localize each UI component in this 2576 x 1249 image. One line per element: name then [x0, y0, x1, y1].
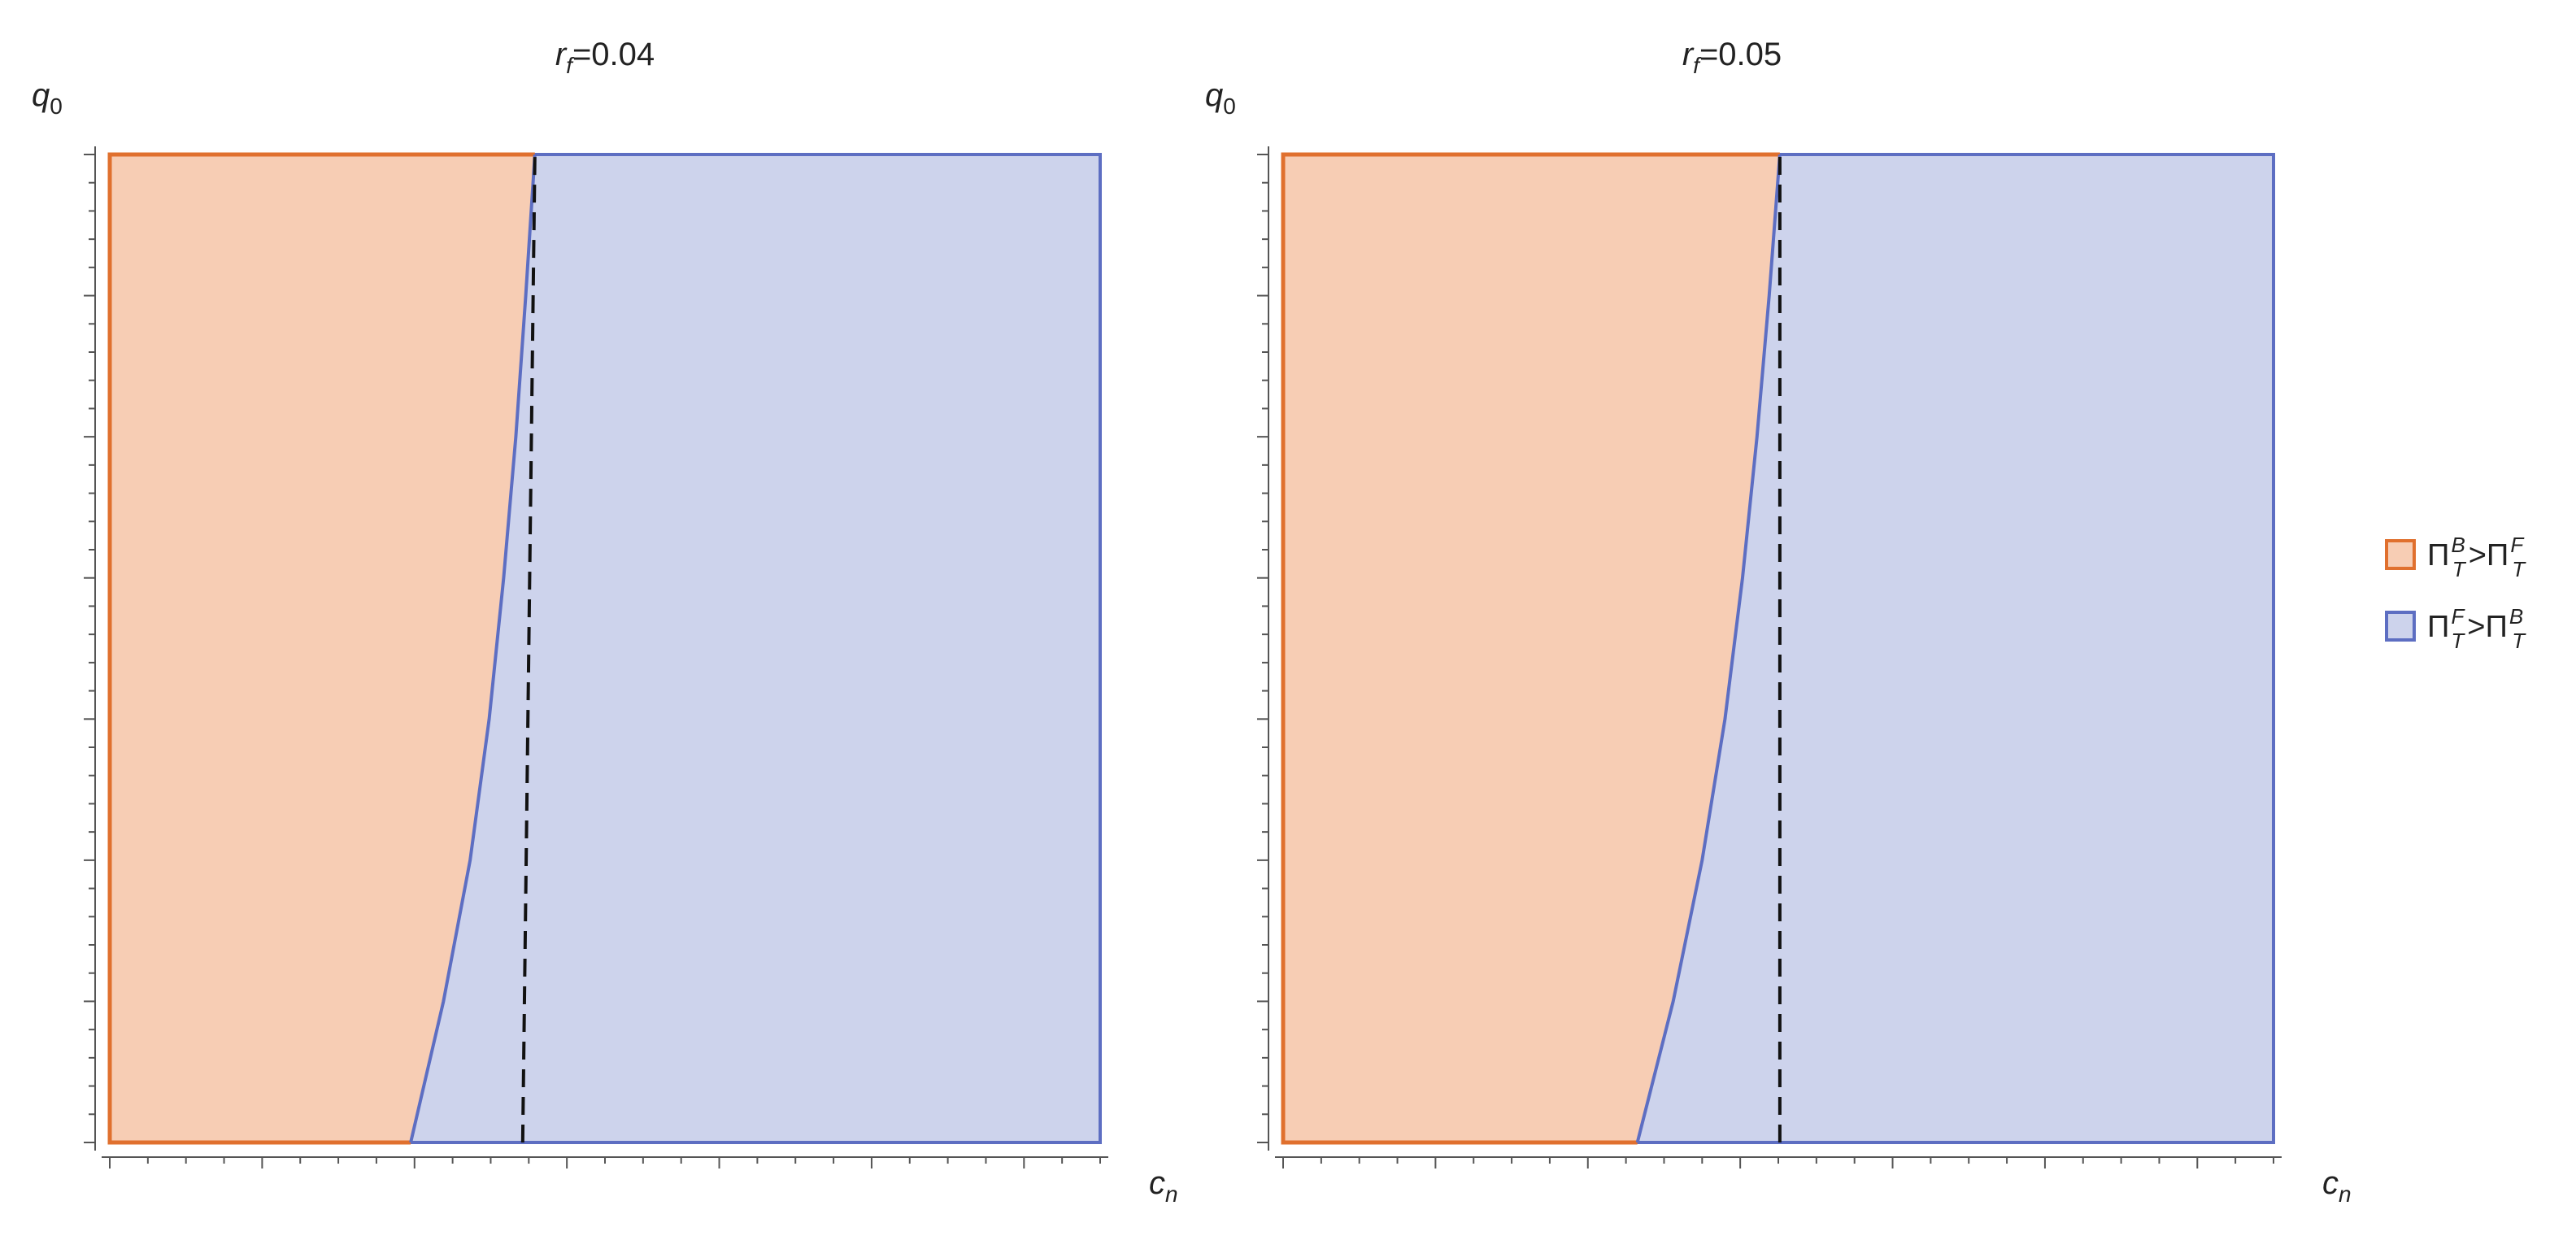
title-var: r: [1682, 37, 1695, 72]
boundary-curve: [409, 154, 537, 1143]
title-sub: f: [566, 53, 575, 78]
x-axis-label: cn: [2322, 1165, 2352, 1207]
x-axis-label: cn: [1149, 1165, 1178, 1207]
chart-panel-1: cn q0 rf=0.04: [32, 37, 1178, 1207]
title-sub: f: [1693, 53, 1702, 78]
title-var: r: [555, 37, 568, 72]
region-1-area: [1283, 154, 1780, 1142]
chart-title: rf=0.05: [1682, 37, 1782, 78]
legend-label-2: ΠF T >ΠB T: [2427, 604, 2526, 653]
legend-swatch-2: [2385, 611, 2416, 642]
x-axis-label-var: c: [2322, 1165, 2339, 1201]
y-axis-label-var: q: [1205, 77, 1223, 113]
legend: ΠB T >ΠF T ΠF T >ΠB T: [2385, 533, 2526, 653]
y-axis-label-var: q: [32, 77, 50, 113]
legend-label-1: ΠB T >ΠF T: [2427, 533, 2526, 581]
region-1-border: [107, 152, 535, 1145]
x-axis-label-var: c: [1149, 1165, 1165, 1201]
x-axis-label-sub: n: [2339, 1182, 2352, 1207]
y-axis-label: q0: [1205, 77, 1236, 119]
y-axis-label-sub: 0: [50, 94, 63, 119]
chart-title: rf=0.04: [555, 37, 655, 78]
title-value: =0.05: [1699, 37, 1782, 72]
region-1-area: [110, 154, 535, 1142]
y-axis-label: q0: [32, 77, 63, 119]
y-axis-label-sub: 0: [1223, 94, 1236, 119]
chart-panel-2: cn q0 rf=0.05: [1205, 37, 2352, 1207]
x-axis-label-sub: n: [1165, 1182, 1178, 1207]
boundary-curve: [1635, 154, 1782, 1143]
title-value: =0.04: [572, 37, 655, 72]
legend-swatch-1: [2385, 539, 2416, 570]
region-1-border: [1281, 152, 1780, 1145]
